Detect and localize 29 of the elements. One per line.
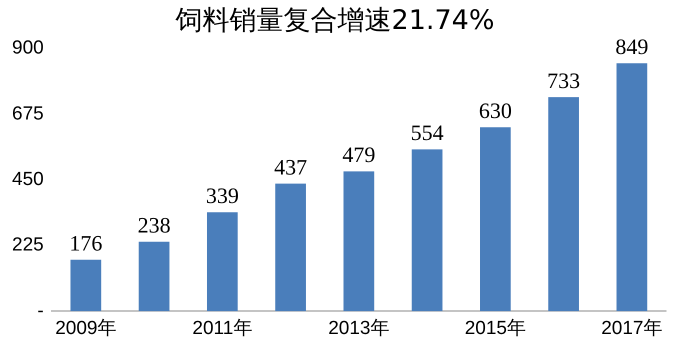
chart-title: 饲料销量复合增速21.74%: [174, 5, 494, 36]
x-tick-label: 2009年: [55, 318, 116, 339]
y-tick-label: 900: [12, 38, 44, 59]
bar: [70, 260, 102, 312]
data-label: 437: [274, 154, 308, 180]
data-label: 554: [410, 120, 444, 146]
bar: [138, 242, 170, 312]
bar: [412, 149, 442, 312]
x-tick-label: 2015年: [464, 318, 526, 339]
bar: [548, 97, 579, 312]
data-label: 849: [615, 34, 648, 60]
y-tick-label: 450: [12, 169, 44, 190]
y-tick-label: 225: [12, 234, 44, 256]
y-tick-label: -: [37, 300, 44, 322]
data-label: 479: [342, 142, 376, 168]
bar: [343, 171, 374, 312]
data-label: 733: [547, 68, 580, 93]
y-tick-label: 675: [12, 103, 44, 124]
bar: [480, 127, 511, 312]
bar: [275, 184, 306, 312]
x-tick-label: 2017年: [601, 318, 663, 339]
x-tick-label: 2011年: [192, 318, 252, 339]
x-tick-label: 2013年: [328, 318, 390, 339]
data-label: 339: [206, 182, 239, 208]
data-label: 176: [69, 230, 102, 256]
bar: [616, 63, 648, 312]
data-label: 630: [478, 98, 512, 124]
data-label: 238: [138, 212, 171, 238]
bar: [206, 212, 238, 312]
